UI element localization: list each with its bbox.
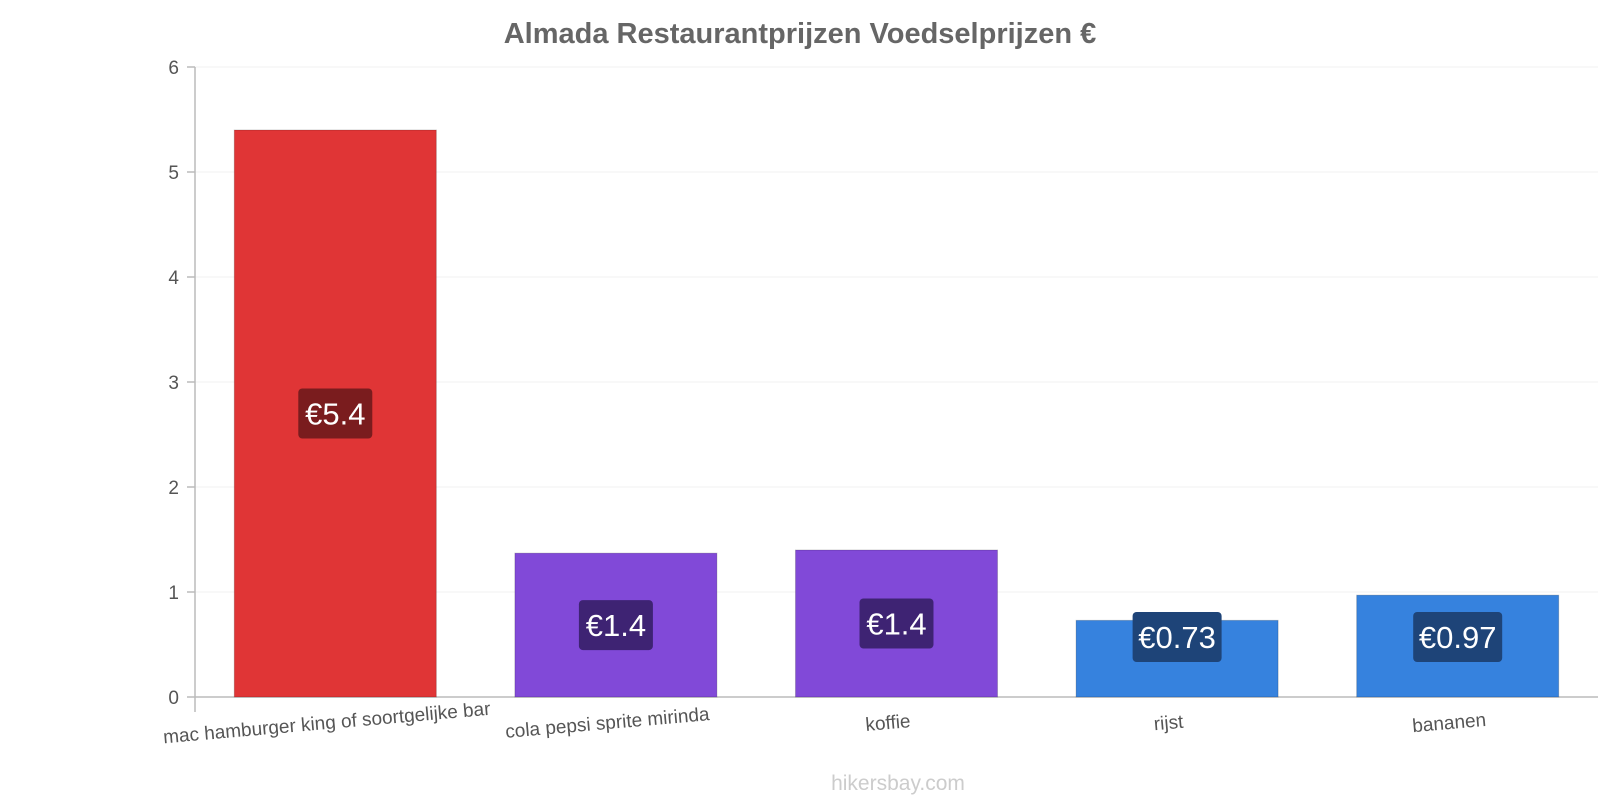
- category-label: rijst: [1153, 712, 1185, 736]
- y-tick-label: 6: [168, 58, 179, 79]
- value-label-box: [859, 598, 934, 649]
- value-label-box: [1413, 612, 1503, 662]
- y-tick-label: 0: [168, 688, 179, 709]
- y-tick-label: 3: [168, 373, 179, 394]
- y-tick-labels: 0 1 2 3 4 5 6: [168, 58, 195, 709]
- bars: €5.4 €1.4 €1.4 €0.73 €0.97: [233, 129, 1560, 698]
- value-label: €1.4: [866, 607, 926, 642]
- value-label: €5.4: [305, 397, 365, 432]
- y-tick-label: 4: [168, 268, 179, 289]
- value-label: €0.73: [1138, 620, 1216, 655]
- chart-title: Almada Restaurantprijzen Voedselprijzen …: [504, 18, 1097, 50]
- value-label: €1.4: [586, 608, 646, 643]
- value-label-box: [578, 600, 653, 651]
- value-label-box: [298, 388, 373, 439]
- category-label: koffie: [865, 711, 912, 736]
- y-tick-label: 2: [168, 478, 179, 499]
- watermark: hikersbay.com: [831, 772, 965, 795]
- category-label: bananen: [1411, 710, 1487, 737]
- y-tick-label: 1: [168, 583, 179, 604]
- category-label: cola pepsi sprite mirinda: [504, 704, 710, 743]
- value-label-box: [1132, 612, 1222, 662]
- y-tick-label: 5: [168, 163, 179, 184]
- value-label: €0.97: [1419, 620, 1497, 655]
- category-label: mac hamburger king of soortgelijke bar: [162, 699, 492, 749]
- category-labels: mac hamburger king of soortgelijke bar co…: [162, 699, 1487, 749]
